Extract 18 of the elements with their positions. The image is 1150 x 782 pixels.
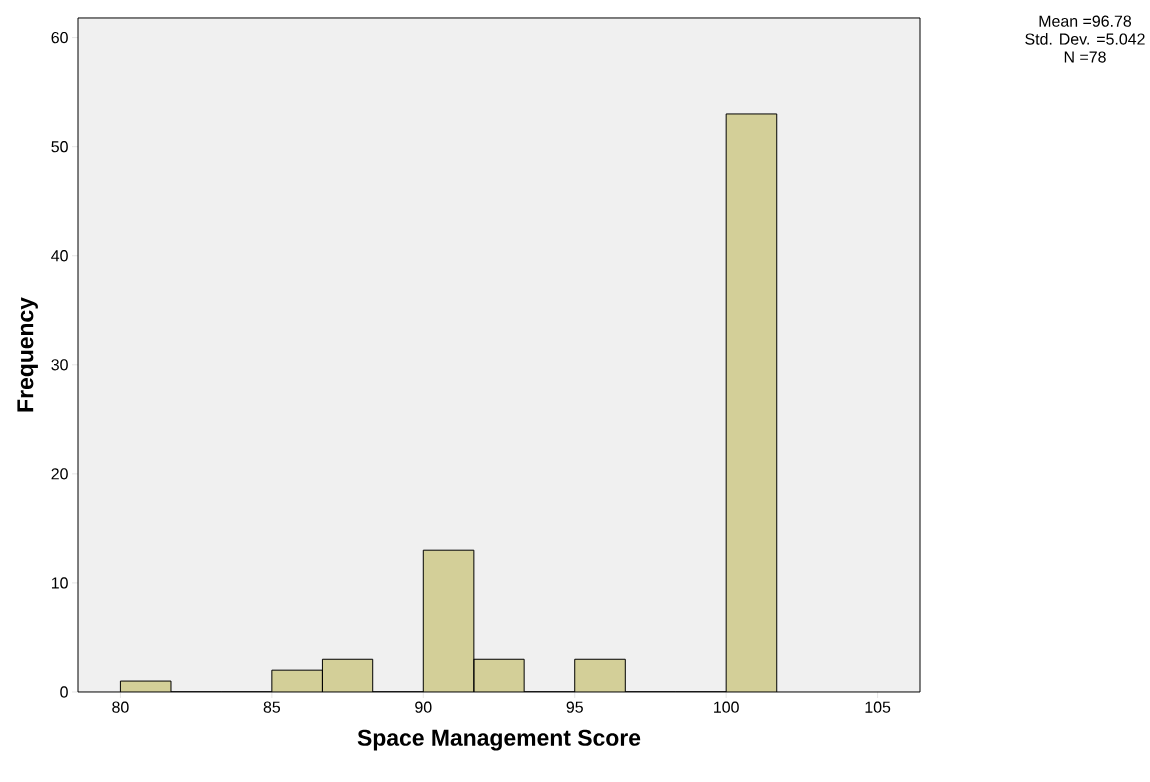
y-tick-label: 50 bbox=[51, 141, 68, 153]
x-tick-label: 90 bbox=[415, 701, 432, 713]
y-tick-label: 0 bbox=[60, 686, 68, 698]
x-tick-label: 95 bbox=[566, 701, 583, 713]
x-tick-label: 80 bbox=[112, 701, 129, 713]
y-tick-label: 60 bbox=[51, 31, 68, 44]
text: Mean =96.78 bbox=[1039, 15, 1132, 27]
y-tick-label: 20 bbox=[51, 468, 68, 480]
y-tick-label: 30 bbox=[51, 359, 68, 371]
text: Std. Dev. =5.042 bbox=[1025, 33, 1145, 45]
y-tick-label: 10 bbox=[51, 577, 68, 589]
x-tick-label: 105 bbox=[865, 701, 891, 713]
text: N =78 bbox=[1064, 51, 1106, 63]
y-axis-title: Frequency bbox=[17, 297, 38, 412]
x-tick-label: 85 bbox=[263, 701, 281, 713]
x-axis-title: Space Management Score bbox=[357, 729, 641, 751]
y-tick-label: 40 bbox=[51, 250, 68, 262]
x-tick-label: 100 bbox=[714, 701, 739, 713]
